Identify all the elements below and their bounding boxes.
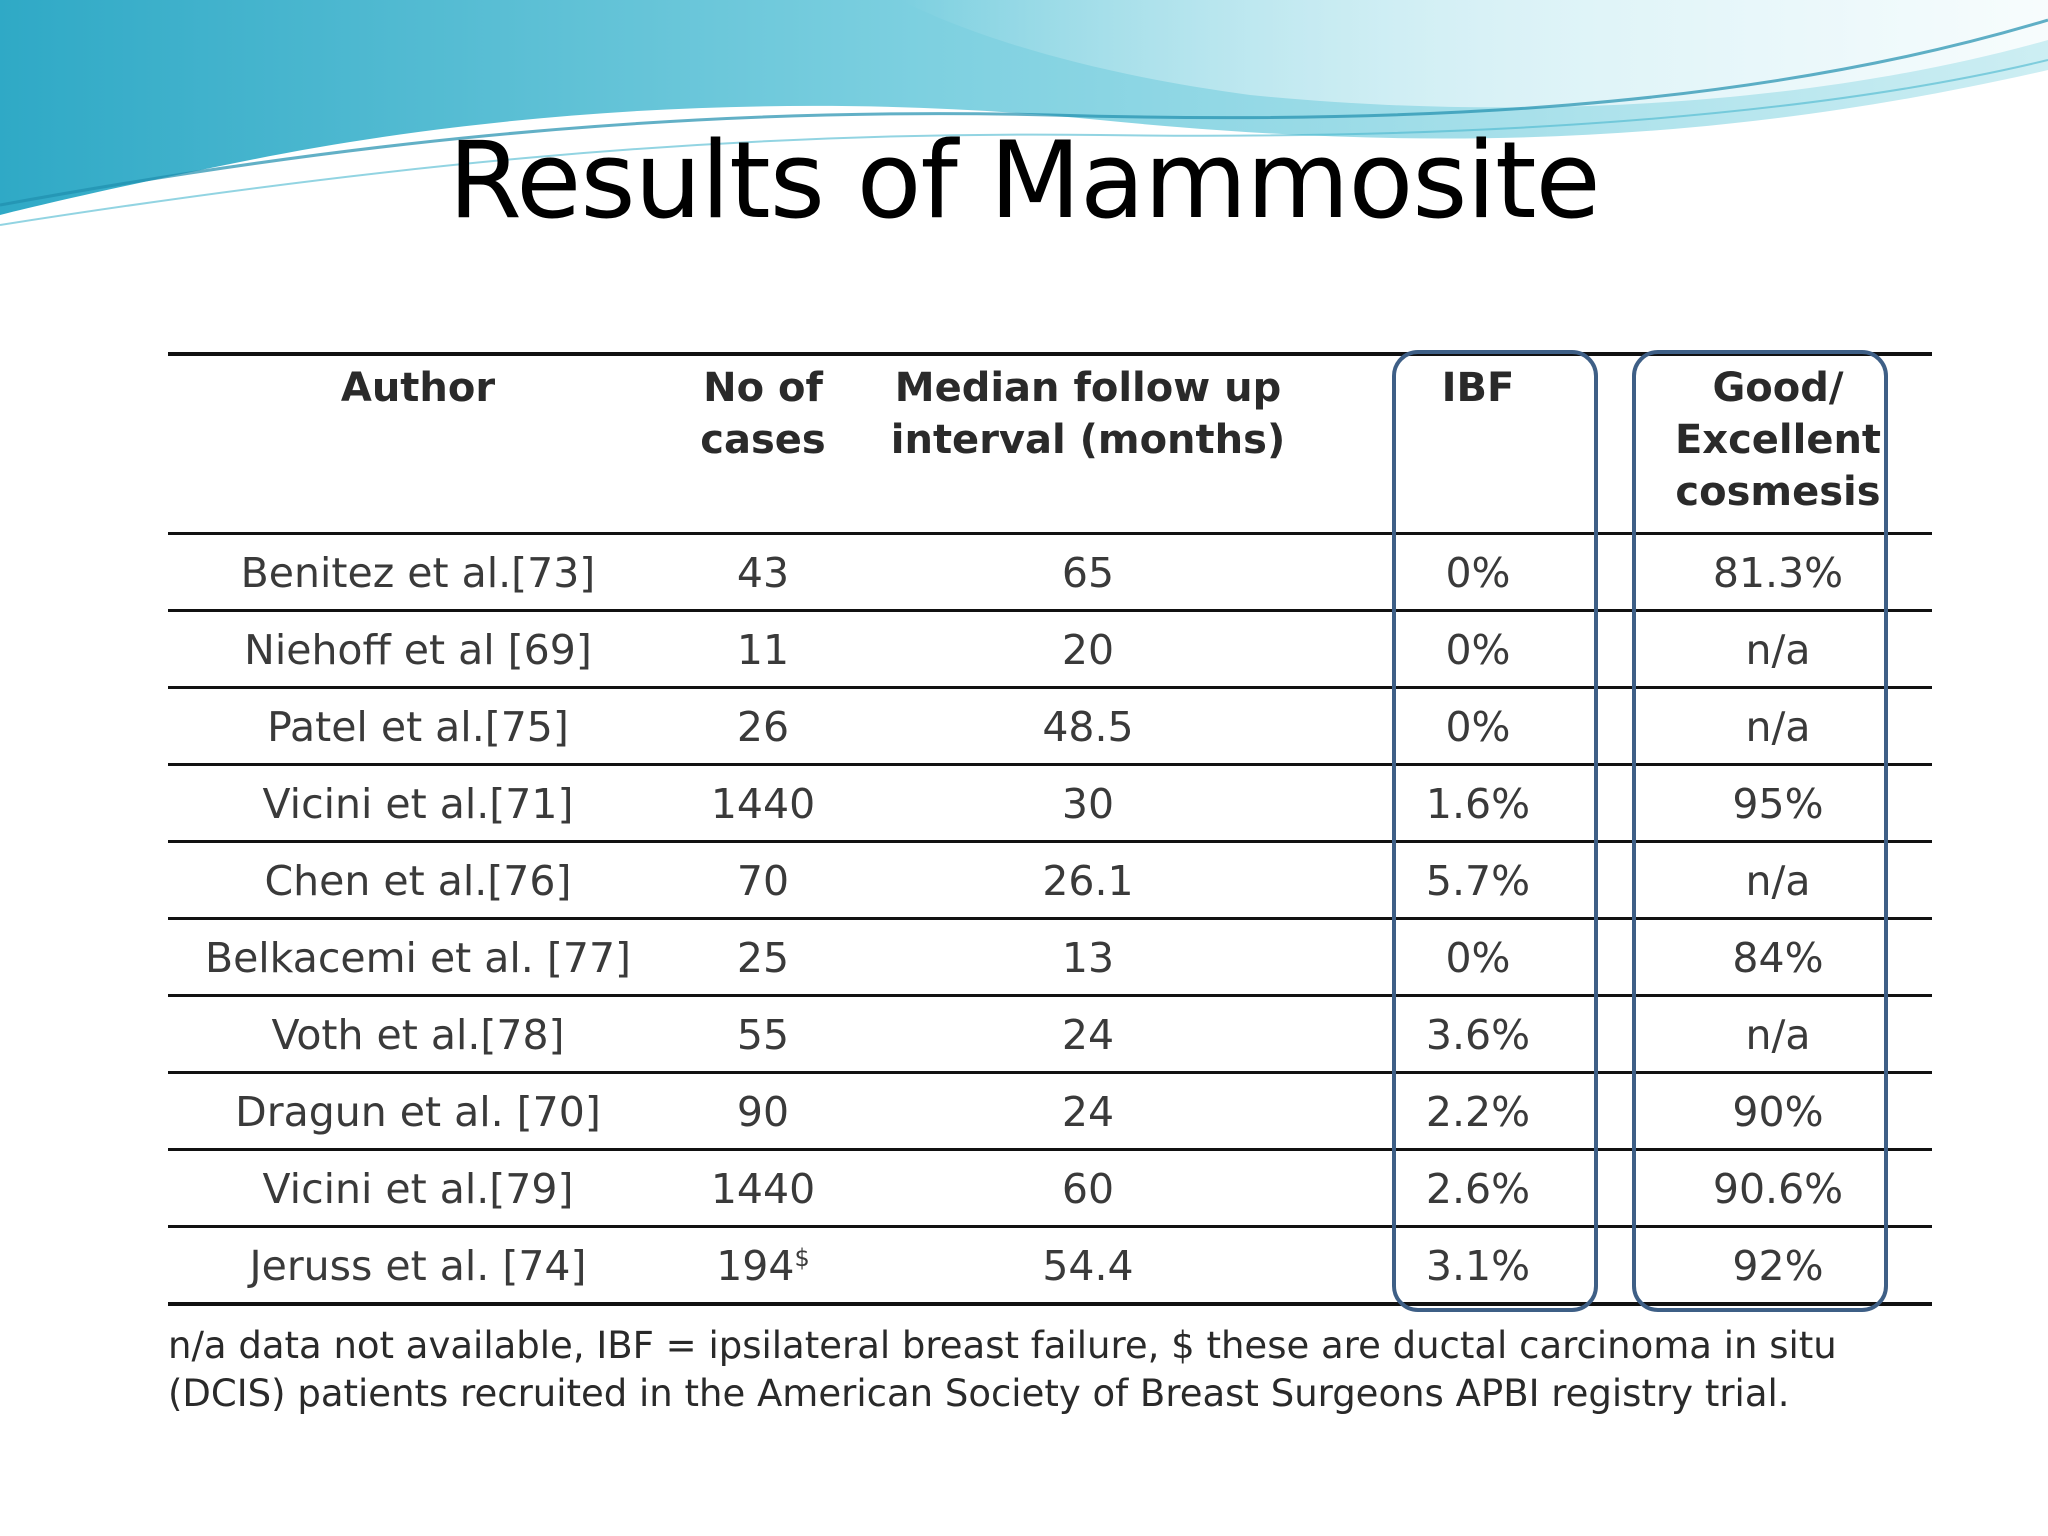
cell-cases: 11 [736,626,790,674]
cell-followup: 26.1 [1042,857,1134,905]
cell-ibf: 0% [1445,626,1511,674]
cell-ibf: 1.6% [1425,780,1531,828]
cell-followup: 13 [1061,934,1115,982]
cell-ibf: 3.1% [1425,1242,1531,1290]
header-cosmesis: Good/ Excellent cosmesis [1674,365,1882,515]
cell-ibf: 3.6% [1425,1011,1531,1059]
table-footnote: n/a data not available, IBF = ipsilatera… [168,1324,1837,1415]
cell-cosmesis: n/a [1745,703,1811,751]
cell-ibf: 2.6% [1425,1165,1531,1213]
cell-author: Benitez et al.[73] [240,549,596,597]
cell-followup: 30 [1061,780,1115,828]
cell-followup: 24 [1061,1088,1115,1136]
table-top-rule [168,352,1932,356]
cell-author: Dragun et al. [70] [235,1088,601,1136]
cell-ibf: 5.7% [1425,857,1531,905]
cell-ibf: 0% [1445,703,1511,751]
cell-cases: 194$ [716,1242,810,1290]
ibf-column-highlight [1392,350,1598,1312]
header-cases: No of cases [700,365,826,463]
cell-followup: 48.5 [1042,703,1134,751]
table-row-rule [168,1225,1932,1228]
header-ibf: IBF [1441,365,1515,411]
table-row: Voth et al.[78] 55 24 3.6% n/a [168,997,1932,1074]
table-row-rule [168,1071,1932,1074]
cell-cases: 26 [736,703,790,751]
table-row: Belkacemi et al. [77] 25 13 0% 84% [168,920,1932,997]
table-row: Patel et al.[75] 26 48.5 0% n/a [168,689,1932,766]
table-row: Niehoff et al [69] 11 20 0% n/a [168,612,1932,689]
table-row-rule [168,1302,1932,1306]
cell-cases: 70 [736,857,790,905]
table-row: Vicini et al.[79] 1440 60 2.6% 90.6% [168,1151,1932,1228]
cell-followup: 20 [1061,626,1115,674]
table-header-rule [168,532,1932,535]
cell-cases: 43 [736,549,790,597]
cell-cosmesis: 90.6% [1712,1165,1844,1213]
cell-followup: 54.4 [1042,1242,1134,1290]
header-wave-decoration [0,0,2048,226]
cell-cosmesis: n/a [1745,1011,1811,1059]
table-row: Dragun et al. [70] 90 24 2.2% 90% [168,1074,1932,1151]
table-row-rule [168,763,1932,766]
cell-followup: 60 [1061,1165,1115,1213]
table-row-rule [168,609,1932,612]
cell-author: Niehoff et al [69] [244,626,592,674]
cell-cases: 1440 [710,780,816,828]
header-followup: Median follow up interval (months) [890,365,1286,463]
cell-followup: 24 [1061,1011,1115,1059]
cell-author: Chen et al.[76] [264,857,572,905]
cosmesis-column-highlight [1632,350,1888,1312]
slide-title: Results of Mammosite [448,119,1601,242]
cell-author: Belkacemi et al. [77] [204,934,632,982]
cases-superscript: $ [794,1244,810,1272]
table-row: Benitez et al.[73] 43 65 0% 81.3% [168,535,1932,612]
cell-cases: 90 [736,1088,790,1136]
cell-cosmesis: 95% [1732,780,1824,828]
cell-cosmesis: 84% [1732,934,1824,982]
cell-ibf: 0% [1445,549,1511,597]
cell-cosmesis: 90% [1732,1088,1824,1136]
cell-cosmesis: 92% [1732,1242,1824,1290]
cell-ibf: 2.2% [1425,1088,1531,1136]
table-row-rule [168,686,1932,689]
cell-cases: 1440 [710,1165,816,1213]
cell-cosmesis: n/a [1745,857,1811,905]
table-row: Vicini et al.[71] 1440 30 1.6% 95% [168,766,1932,843]
cell-author: Patel et al.[75] [267,703,569,751]
cell-author: Voth et al.[78] [271,1011,565,1059]
table-row-rule [168,994,1932,997]
cell-followup: 65 [1061,549,1115,597]
table-row-rule [168,917,1932,920]
cell-cases: 25 [736,934,790,982]
cell-cases: 55 [736,1011,790,1059]
header-author: Author [340,365,496,411]
cell-cosmesis: n/a [1745,626,1811,674]
cell-author: Jeruss et al. [74] [249,1242,587,1290]
table-row-rule [168,1148,1932,1151]
cell-ibf: 0% [1445,934,1511,982]
cell-cosmesis: 81.3% [1712,549,1844,597]
table-row: Chen et al.[76] 70 26.1 5.7% n/a [168,843,1932,920]
table-row-rule [168,840,1932,843]
cell-author: Vicini et al.[71] [262,780,574,828]
table-row: Jeruss et al. [74] 194$ 54.4 3.1% 92% [168,1228,1932,1305]
cell-author: Vicini et al.[79] [262,1165,574,1213]
